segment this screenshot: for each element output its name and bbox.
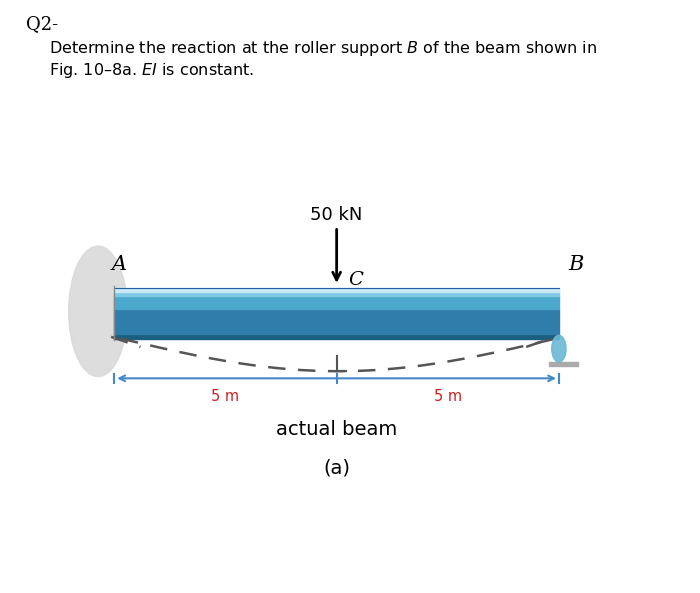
Text: 5 m: 5 m — [211, 389, 239, 404]
Ellipse shape — [69, 246, 127, 377]
Text: A: A — [111, 255, 126, 274]
Text: 5 m: 5 m — [434, 389, 462, 404]
Text: Q2-: Q2- — [26, 15, 58, 33]
Bar — [114, 309, 559, 334]
Text: B: B — [568, 255, 584, 274]
Text: Determine the reaction at the roller support $B$ of the beam shown in: Determine the reaction at the roller sup… — [49, 39, 597, 58]
Text: C: C — [349, 271, 363, 289]
Text: actual beam: actual beam — [276, 420, 398, 439]
Text: (a): (a) — [323, 458, 350, 477]
Bar — [114, 288, 559, 292]
Bar — [114, 334, 559, 339]
Bar — [114, 296, 559, 309]
Ellipse shape — [552, 336, 566, 362]
Bar — [549, 362, 578, 366]
Text: 50 kN: 50 kN — [311, 206, 363, 224]
Bar — [114, 291, 559, 296]
Text: Fig. 10–8a. $EI$ is constant.: Fig. 10–8a. $EI$ is constant. — [49, 61, 254, 80]
